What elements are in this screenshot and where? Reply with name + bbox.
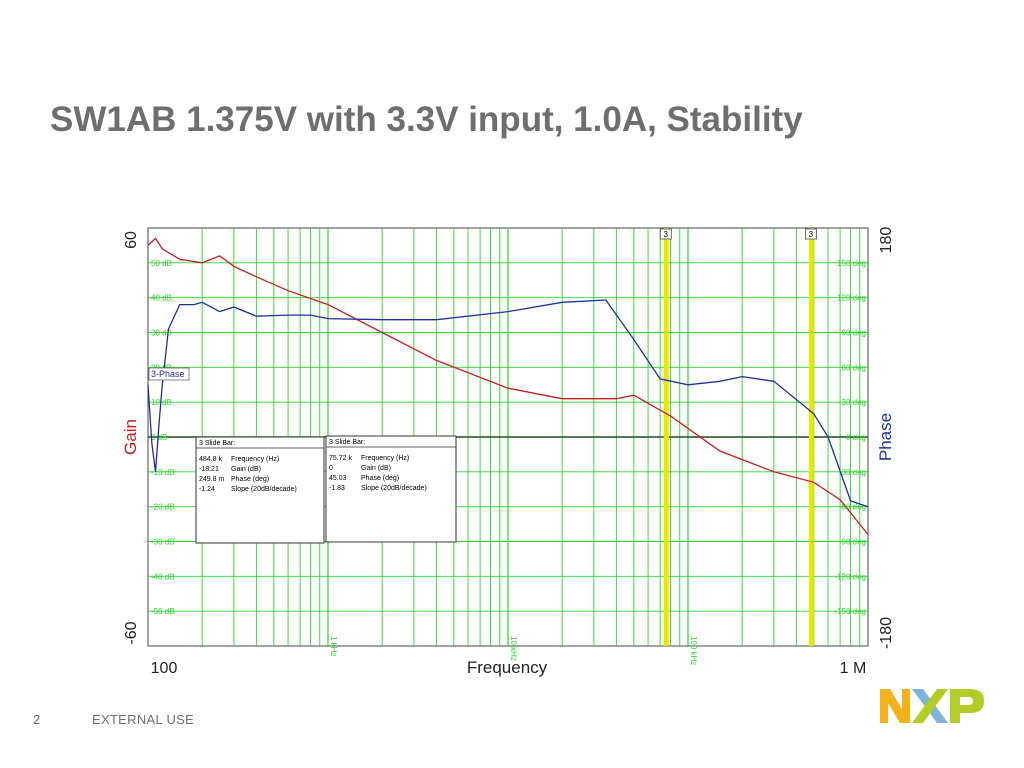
decade-label: 100 kHz [689, 636, 698, 665]
phase-axis-min: -180 [878, 617, 895, 649]
gain-axis-label: Gain [121, 419, 140, 455]
phase-tick-label: 90 deg [842, 329, 866, 338]
gain-tick-label: -30 dB [151, 538, 175, 547]
phase-tick-label: -150 deg [834, 607, 866, 616]
cursor-marker [808, 228, 814, 646]
phase-tick-label: 150 deg [837, 259, 866, 268]
slide-bar-box [195, 436, 325, 544]
cursor-tag-box [805, 228, 817, 240]
slide-title: SW1AB 1.375V with 3.3V input, 1.0A, Stab… [50, 100, 803, 139]
gain-tick-label: -20 dB [151, 503, 175, 512]
phase-tick-label: -120 deg [834, 572, 866, 581]
slide-bar-value: 249.8 m [199, 476, 224, 483]
phase-tick-label: 30 deg [842, 398, 866, 407]
gain-tick-label: 50 dB [151, 259, 172, 268]
phase-tick-label: 60 deg [842, 363, 866, 372]
slide-bar-value: -1.83 [329, 485, 345, 492]
phase-axis-label: Phase [876, 413, 895, 461]
slide-bar-value: 0 [329, 465, 333, 472]
phase-tick-label: 120 deg [837, 294, 866, 303]
phase-curve [147, 299, 869, 508]
gain-axis-min: -60 [123, 621, 140, 644]
phase-tick-label: 0 deg [846, 433, 866, 442]
slide-bar-label: Phase (deg) [361, 475, 399, 482]
x-axis-min: 100 [151, 660, 178, 677]
cursor-tag: 3 [664, 230, 669, 239]
slide-bar-value: 75.72 k [329, 455, 352, 462]
cursor-tag: 3 [809, 230, 814, 239]
nxp-logo [880, 689, 984, 723]
gain-axis-max: 60 [123, 231, 140, 249]
footer-classification: EXTERNAL USE [92, 712, 195, 727]
phase-label-box [148, 367, 190, 381]
slide-bar-label: Slope (20dB/decade) [361, 485, 427, 492]
slide-bar-label: Gain (dB) [361, 465, 391, 472]
slide-bar-label: Frequency (Hz) [231, 456, 279, 463]
x-axis-label: Frequency [467, 658, 548, 677]
slide-bar-label: Phase (deg) [231, 476, 269, 483]
gain-tick-label: 0 dB [151, 433, 167, 442]
phase-axis-max: 180 [878, 227, 895, 254]
slide-bar-value: 484.8 k [199, 456, 222, 463]
gain-curve [147, 237, 869, 535]
decade-label: 1 kHz [329, 636, 338, 656]
slide-bar-title: 3 Slide Bar: [199, 440, 235, 447]
gain-tick-label: -10 dB [151, 468, 175, 477]
slide-bar-value: -18.21 [199, 466, 219, 473]
gain-tick-label: 40 dB [151, 294, 172, 303]
gain-tick-label: 30 dB [151, 329, 172, 338]
slide-bar-title: 3 Slide Bar: [329, 439, 365, 446]
decade-label: 10 kHz [509, 636, 518, 661]
cursor-tag-box [659, 228, 672, 240]
phase-tick-label: -60 deg [839, 503, 866, 512]
slide-bar-box [325, 435, 457, 543]
slide-bar-value: -1.24 [199, 486, 215, 493]
slide-bar-value: 45.03 [329, 475, 347, 482]
phase-label: 3-Phase [151, 369, 185, 379]
slide-bar-label: Gain (dB) [231, 466, 261, 473]
gain-tick-label: -50 dB [151, 607, 175, 616]
x-axis-max: 1 M [840, 660, 867, 677]
slide-bar-label: Slope (20dB/decade) [231, 486, 297, 493]
slide-bar-label: Frequency (Hz) [361, 455, 409, 462]
phase-tick-label: -30 deg [839, 468, 866, 477]
page-number: 2 [33, 712, 41, 727]
cursor-marker [663, 228, 669, 646]
phase-tick-label: -90 deg [839, 538, 866, 547]
gain-tick-label: -40 dB [151, 572, 175, 581]
